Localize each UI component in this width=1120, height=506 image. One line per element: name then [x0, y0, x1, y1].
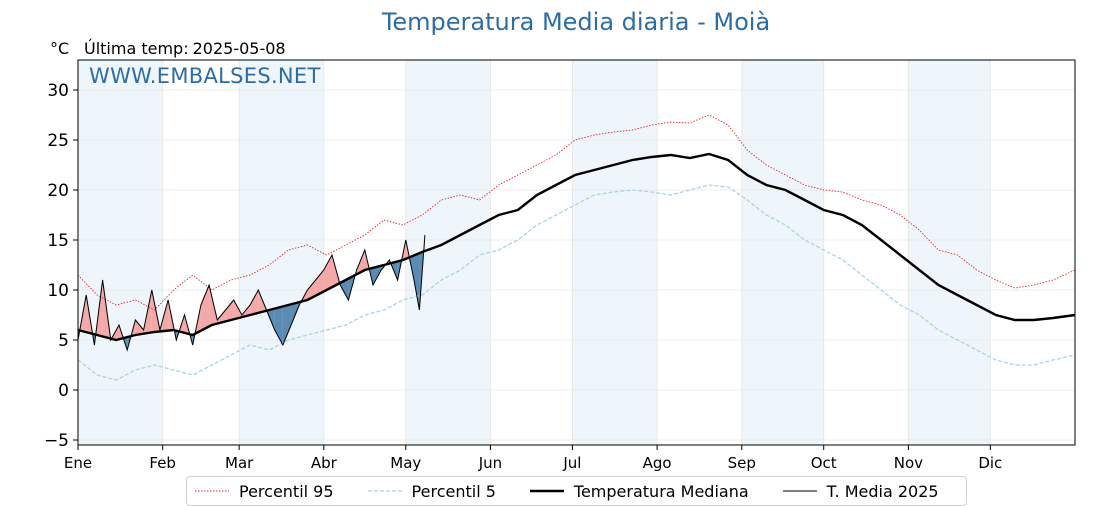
y-tick-label: 5 — [58, 331, 69, 351]
legend-label-2025: T. Media 2025 — [827, 482, 939, 501]
last-temp-label: Última temp: — [84, 39, 189, 58]
x-tick-label: Ene — [64, 454, 92, 472]
unit-label: °C — [50, 39, 69, 58]
legend-item-median: Temperatura Mediana — [528, 482, 749, 501]
legend-item-p5: Percentil 5 — [366, 482, 496, 501]
x-tick-label: Oct — [811, 454, 837, 472]
x-tick-label: Jul — [562, 454, 581, 472]
fill-above-median — [324, 255, 332, 291]
x-tick-label: May — [390, 454, 421, 472]
month-band — [742, 60, 824, 445]
fill-above-median — [226, 300, 234, 321]
y-axis: −5 0 5 10 15 20 25 30 — [44, 81, 78, 451]
x-tick-label: Abr — [311, 454, 338, 472]
x-tick-label: Ago — [643, 454, 672, 472]
legend-swatch-p5 — [366, 485, 404, 497]
x-axis: Ene Feb Mar Abr May Jun Jul Ago Sep Oct Nov Dic — [64, 445, 1002, 472]
y-tick-label: 25 — [47, 131, 69, 151]
y-tick-label: 10 — [47, 281, 69, 301]
x-tick-label: Dic — [978, 454, 1002, 472]
last-temp: Última temp:2025-05-08 — [84, 39, 290, 58]
y-tick-label: 30 — [47, 81, 69, 101]
legend-label-p95: Percentil 95 — [239, 482, 334, 501]
x-tick-label: Sep — [728, 454, 756, 472]
legend-swatch-p95 — [193, 485, 231, 497]
y-tick-label: 20 — [47, 181, 69, 201]
legend-swatch-median — [528, 485, 566, 497]
legend-label-p5: Percentil 5 — [412, 482, 496, 501]
watermark: WWW.EMBALSES.NET — [89, 64, 321, 88]
last-temp-date: 2025-05-08 — [193, 39, 286, 58]
y-tick-label: 15 — [47, 231, 69, 251]
legend-item-p95: Percentil 95 — [193, 482, 334, 501]
legend-label-median: Temperatura Mediana — [574, 482, 749, 501]
legend-item-2025: T. Media 2025 — [781, 482, 939, 501]
x-tick-label: Feb — [149, 454, 176, 472]
month-bands — [78, 60, 990, 445]
y-tick-label: −5 — [44, 431, 69, 451]
x-tick-label: Mar — [225, 454, 254, 472]
legend: Percentil 95 Percentil 5 Temperatura Med… — [186, 476, 967, 506]
y-tick-label: 0 — [58, 381, 69, 401]
x-tick-label: Jun — [478, 454, 502, 472]
month-band — [239, 60, 324, 445]
legend-swatch-2025 — [781, 485, 819, 497]
x-tick-label: Nov — [894, 454, 923, 472]
fill-above-median — [201, 285, 209, 331]
month-band — [572, 60, 657, 445]
month-band — [78, 60, 163, 445]
chart-title: Temperatura Media diaria - Moià — [0, 8, 1120, 36]
